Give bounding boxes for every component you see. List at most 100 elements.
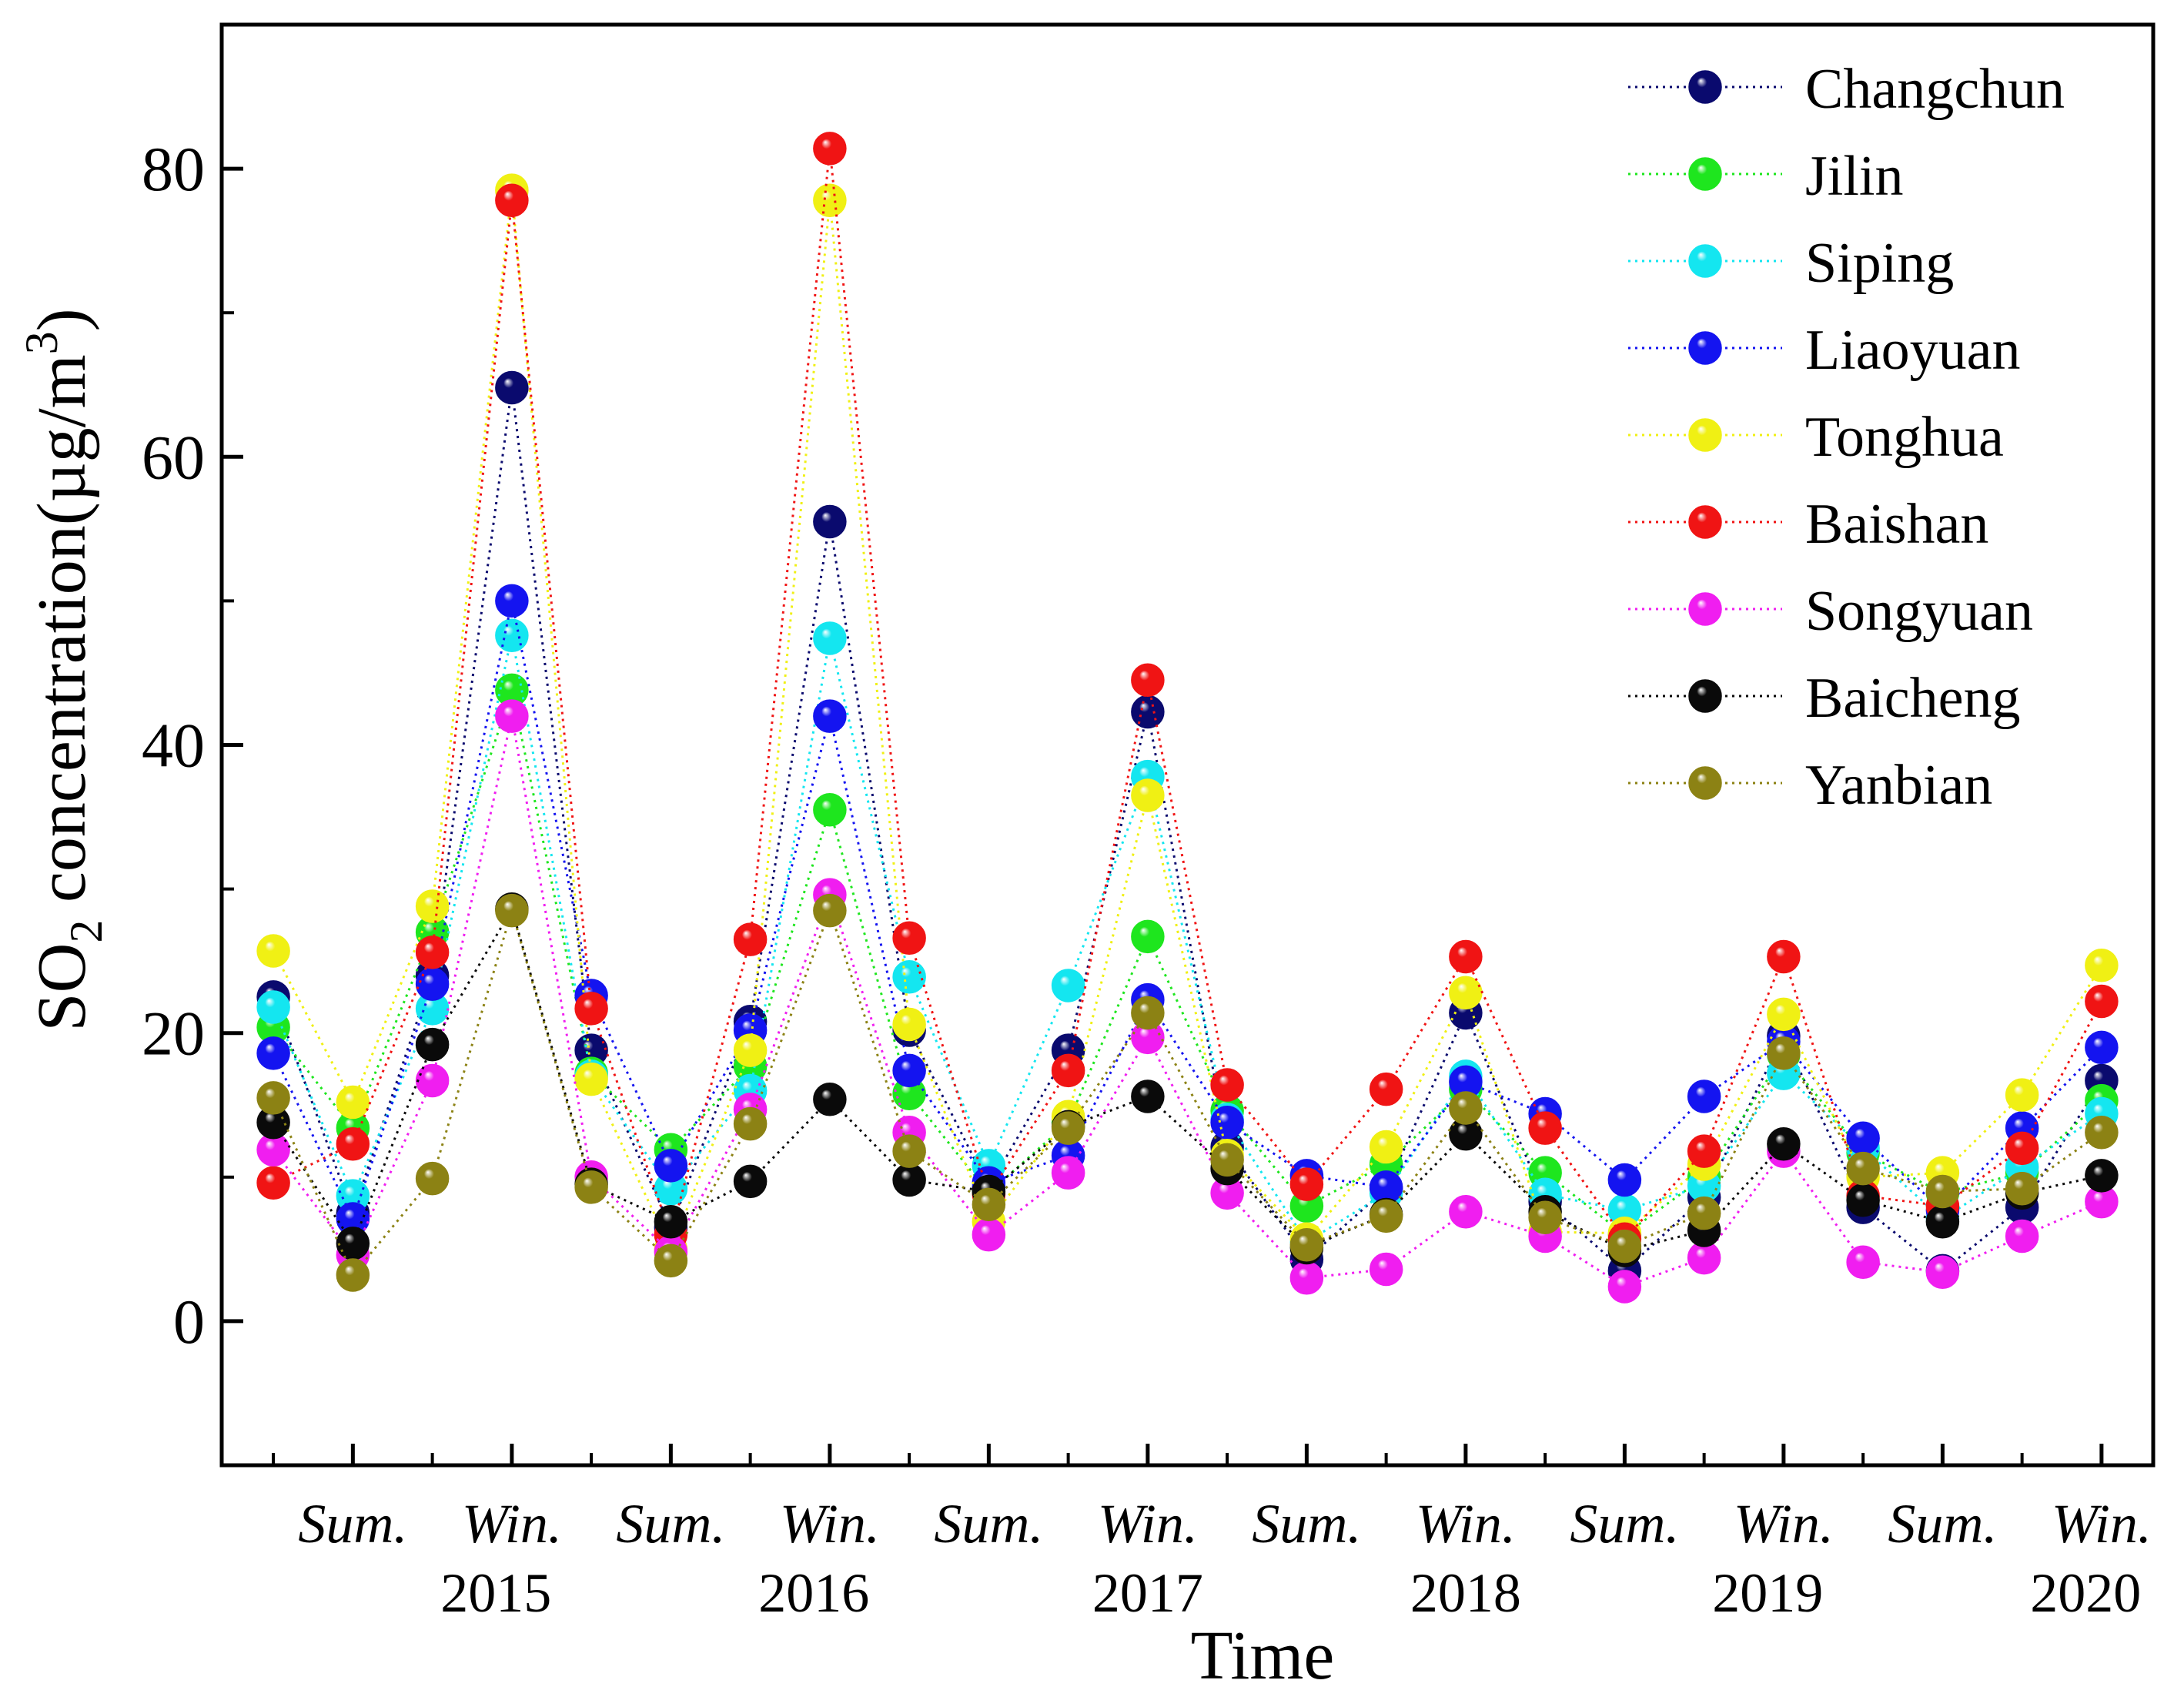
x-season-label: Win. bbox=[1734, 1493, 1834, 1555]
data-point bbox=[1767, 997, 1801, 1032]
series-line bbox=[272, 715, 2102, 1288]
data-point bbox=[1687, 1079, 1721, 1113]
data-point bbox=[972, 1187, 1006, 1222]
data-point bbox=[1449, 1091, 1483, 1125]
legend-marker bbox=[1688, 679, 1722, 713]
data-point bbox=[256, 1036, 290, 1070]
x-season-label: Sum. bbox=[1252, 1493, 1361, 1555]
series-line bbox=[273, 148, 2103, 1241]
data-point bbox=[1925, 1174, 1960, 1209]
data-point bbox=[1051, 1156, 1085, 1190]
data-point bbox=[733, 1106, 768, 1141]
data-point bbox=[1051, 1111, 1085, 1145]
x-year-label: 2016 bbox=[758, 1562, 869, 1624]
legend-marker bbox=[1688, 766, 1722, 800]
legend-label: Siping bbox=[1805, 232, 1954, 295]
data-point bbox=[1131, 778, 1165, 812]
data-point bbox=[1528, 1111, 1562, 1145]
data-point bbox=[654, 1149, 688, 1183]
data-point bbox=[1687, 1134, 1721, 1168]
data-point bbox=[1131, 919, 1165, 954]
data-point bbox=[892, 1053, 926, 1088]
data-point bbox=[1607, 1229, 1642, 1264]
data-point bbox=[813, 621, 847, 655]
legend-label: Songyuan bbox=[1805, 580, 2033, 643]
data-point bbox=[2005, 1078, 2039, 1112]
data-point bbox=[1925, 1255, 1960, 1290]
data-point bbox=[1607, 1163, 1642, 1197]
data-point bbox=[1131, 695, 1165, 729]
x-year-label: 2020 bbox=[2030, 1562, 2141, 1624]
y-tick-label: 20 bbox=[142, 999, 205, 1069]
data-point bbox=[2085, 1030, 2119, 1065]
data-point bbox=[1051, 969, 1085, 1002]
data-point bbox=[256, 1081, 290, 1115]
legend-marker bbox=[1688, 592, 1722, 626]
data-point bbox=[495, 183, 529, 218]
data-point bbox=[813, 699, 847, 733]
x-season-label: Win. bbox=[462, 1493, 562, 1555]
data-point bbox=[733, 1164, 768, 1199]
data-point bbox=[1449, 1194, 1483, 1229]
data-point bbox=[1131, 996, 1165, 1030]
legend-label: Baicheng bbox=[1805, 667, 2020, 730]
data-point bbox=[2085, 1116, 2119, 1150]
data-point bbox=[1369, 1199, 1403, 1233]
x-season-label: Win. bbox=[780, 1493, 880, 1555]
x-season-label: Win. bbox=[2052, 1493, 2152, 1555]
data-point bbox=[256, 1166, 290, 1200]
data-point bbox=[892, 959, 926, 994]
legend-item: Baishan bbox=[1628, 493, 1988, 556]
y-tick-label: 60 bbox=[142, 422, 205, 492]
data-point bbox=[892, 1163, 926, 1197]
data-point bbox=[1131, 663, 1165, 698]
y-tick-label: 0 bbox=[173, 1287, 205, 1357]
data-point bbox=[415, 1161, 450, 1196]
series-layer bbox=[256, 132, 2119, 1304]
data-point bbox=[654, 1243, 688, 1278]
x-axis-title: Time bbox=[1191, 1618, 1335, 1694]
data-point bbox=[1767, 1127, 1801, 1161]
legend: Changchun Jilin Siping Liaoyuan Tonghua Baish… bbox=[1628, 58, 2065, 817]
data-point bbox=[892, 921, 926, 955]
legend-marker bbox=[1688, 244, 1722, 278]
x-season-label: Win. bbox=[1098, 1493, 1198, 1555]
data-point bbox=[1607, 1270, 1642, 1304]
data-point bbox=[2005, 1131, 2039, 1166]
data-point bbox=[972, 1217, 1006, 1252]
legend-item: Tonghua bbox=[1628, 406, 2004, 469]
data-point bbox=[654, 1205, 688, 1239]
x-season-label: Sum. bbox=[1570, 1493, 1679, 1555]
legend-marker bbox=[1688, 70, 1722, 104]
data-point bbox=[415, 967, 450, 1001]
data-point bbox=[2005, 1219, 2039, 1254]
data-point bbox=[892, 1134, 926, 1168]
data-point bbox=[1767, 939, 1801, 974]
legend-label: Yanbian bbox=[1805, 754, 1992, 817]
data-point bbox=[415, 889, 450, 923]
data-point bbox=[495, 618, 529, 653]
data-point bbox=[495, 699, 529, 733]
x-year-label: 2018 bbox=[1410, 1562, 1521, 1624]
series-line bbox=[272, 906, 2102, 1277]
data-point bbox=[336, 1085, 370, 1120]
legend-item: Songyuan bbox=[1628, 580, 2033, 643]
legend-item: Siping bbox=[1628, 232, 1954, 295]
y-axis-title-part: concentration(µg/m bbox=[24, 354, 100, 919]
legend-item: Liaoyuan bbox=[1628, 319, 2020, 382]
data-point bbox=[1210, 1105, 1244, 1140]
data-point bbox=[1449, 976, 1483, 1010]
x-axis: Sum. Win. Sum. Win. Sum. Win. Sum. Win. Sum. Win.… bbox=[272, 1444, 2152, 1624]
data-point bbox=[574, 1062, 608, 1096]
data-point bbox=[1369, 1252, 1403, 1287]
data-point bbox=[336, 1227, 370, 1260]
data-point bbox=[495, 584, 529, 618]
y-axis-title-part: ) bbox=[24, 308, 100, 331]
y-axis-title-part: SO bbox=[24, 943, 100, 1032]
data-point bbox=[574, 992, 608, 1026]
data-point bbox=[733, 1033, 768, 1067]
data-point bbox=[1131, 1079, 1165, 1113]
legend-label: Baishan bbox=[1805, 493, 1988, 556]
y-axis-title-subscript: 2 bbox=[61, 920, 112, 943]
data-point bbox=[2085, 949, 2119, 982]
